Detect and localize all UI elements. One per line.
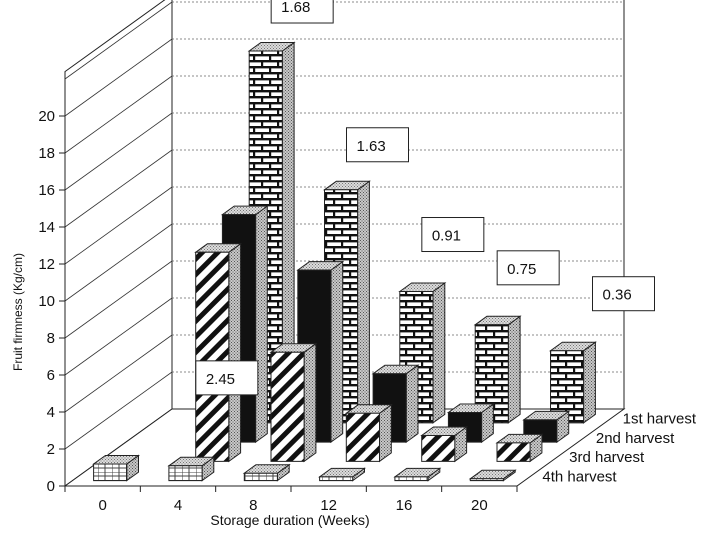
y-tick-label: 0 [47,478,55,495]
gridline-side [64,223,173,302]
bar-4th-harvest-12 [318,467,367,482]
bar-4th-harvest-4 [167,456,216,482]
bar-front [270,351,305,462]
bar-front [474,324,509,424]
series-labels: 1st harvest 2nd harvest 3rd harvest 4th har… [542,411,696,486]
y-tick-label: 6 [47,367,55,384]
bar-front [345,412,380,462]
gridline-side [64,75,173,154]
bar-front [168,465,203,482]
left-wall [64,0,173,487]
bar-side [330,260,344,444]
gridline-side [64,260,173,339]
gridline-side [64,38,173,117]
gridline-side [64,1,173,80]
bar-3rd-harvest-4 [194,242,243,463]
bar-4th-harvest-16 [393,467,442,482]
x-tick-label: 20 [471,497,488,514]
x-tick-label: 16 [396,497,413,514]
x-tick-label: 4 [174,497,182,514]
series-label: 1st harvest [623,411,697,428]
y-tick-label: 16 [38,182,55,199]
y-tick-label: 4 [47,404,55,421]
y-tick-label: 8 [47,330,55,347]
bar-side [405,364,419,444]
gridline-side [64,297,173,376]
y-axis: 0 2 4 6 8 10 12 14 16 18 20 [38,108,66,495]
bar-side [432,282,446,424]
annotation-label: 2.45 [206,371,235,388]
bar-front [319,476,354,482]
y-tick-label: 18 [38,145,55,162]
bar-front [394,476,429,482]
annotation-label: 0.36 [603,287,632,304]
series-label: 4th harvest [542,468,617,485]
y-tick-label: 2 [47,441,55,458]
y-tick-label: 10 [38,293,55,310]
bar-4th-harvest-0 [92,454,141,482]
bar-1st-harvest-16 [473,315,522,424]
annotation-boxes: 2.45 1.68 1.63 0.91 0.75 0.36 [195,0,655,396]
bars [92,41,597,482]
annotation-box: 1.63 [346,127,409,163]
bar-side [507,315,521,424]
gridline-side [64,334,173,413]
annotation-label: 0.91 [432,228,461,245]
y-tick-label: 12 [38,256,55,273]
x-axis: 0 4 8 12 16 20 [64,486,518,514]
bar-front [469,478,504,482]
y-tick-label: 14 [38,219,55,236]
bar-front [421,435,456,462]
annotation-label: 1.68 [281,0,310,16]
gridline-side [64,371,173,450]
x-tick-label: 12 [320,497,337,514]
bar-front [195,251,230,462]
y-axis-title: Fruit firmness (Kg/cm) [11,253,25,371]
x-axis-title: Storage duration (Weeks) [210,512,369,528]
x-tick-label: 8 [249,497,257,514]
bar-side [583,341,596,424]
series-label: 2nd harvest [596,430,675,447]
bar-front [550,350,585,424]
annotation-label: 1.63 [357,138,386,155]
bar-4th-harvest-20 [468,469,517,482]
gridline-side [64,149,173,228]
bar-front [93,463,128,482]
y-tick-label: 20 [38,108,55,125]
x-tick-label: 0 [98,497,106,514]
annotation-box: 0.36 [592,276,655,312]
annotation-box: 0.91 [421,217,485,253]
bar-front [243,472,278,482]
bar-side [303,342,317,463]
gridline-side [64,112,173,191]
bar-4th-harvest-8 [242,463,291,482]
bar-side [379,403,392,463]
bar-side [255,205,268,444]
series-label: 3rd harvest [569,449,645,466]
bar-side [228,242,242,463]
bar-3rd-harvest-16 [420,426,469,463]
bar-3rd-harvest-20 [495,433,544,463]
gridline-side [64,186,173,265]
bar-3rd-harvest-8 [269,342,318,463]
bar-front [496,442,531,462]
bar-3rd-harvest-12 [344,403,393,463]
annotation-box: 1.68 [270,0,334,24]
annotation-label: 0.75 [507,261,536,278]
bar-side [357,180,370,424]
annotation-box: 0.75 [496,250,560,286]
bar-1st-harvest-20 [548,341,597,424]
annotation-box: 2.45 [195,360,259,396]
